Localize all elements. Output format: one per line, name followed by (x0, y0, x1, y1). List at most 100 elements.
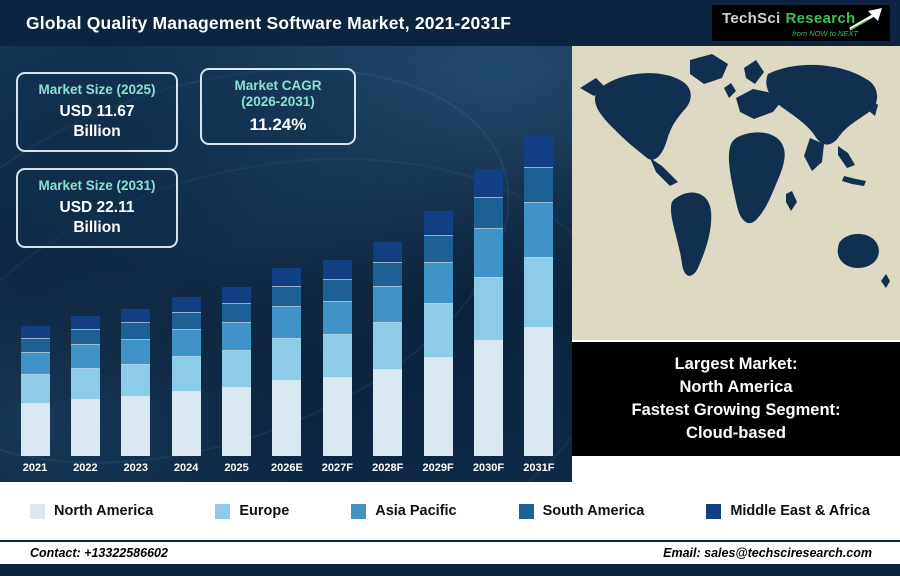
legend-label: Asia Pacific (375, 503, 457, 519)
bar-stack (20, 325, 50, 456)
continents (580, 54, 890, 288)
segment-asia-pacific (322, 301, 352, 335)
bar-stack (423, 211, 453, 456)
segment-south-america (20, 338, 50, 354)
segment-north-america (322, 377, 352, 456)
legend-swatch (518, 503, 534, 519)
legend: North America Europe Asia Pacific South Ame… (0, 482, 900, 540)
contact-strip: Contact: +13322586602 Email: sales@techs… (0, 542, 900, 564)
legend-swatch (215, 503, 231, 519)
legend-label: South America (542, 503, 645, 519)
x-axis-label: 2027F (321, 462, 353, 474)
bar-stack (222, 287, 252, 456)
legend-swatch (706, 503, 722, 519)
segment-europe (121, 364, 151, 397)
segment-north-america (70, 399, 100, 456)
segment-middle-east-africa (272, 267, 302, 287)
segment-middle-east-africa (222, 287, 252, 305)
continent-south-america (671, 192, 712, 276)
bar-stack (524, 136, 554, 456)
x-axis-label: 2029F (422, 462, 454, 474)
continent-asia (766, 64, 878, 145)
logo-brand: TechSci Research (722, 10, 882, 27)
segment-europe (171, 357, 201, 393)
united-kingdom (724, 83, 736, 98)
segment-north-america (222, 388, 252, 456)
legend-swatch (30, 503, 45, 519)
segment-asia-pacific (70, 345, 100, 370)
segment-middle-east-africa (524, 136, 554, 169)
segment-asia-pacific (222, 322, 252, 352)
card-value-amount: USD 11.67 (59, 103, 135, 121)
segment-middle-east-africa (423, 211, 453, 236)
segment-europe (20, 375, 50, 404)
world-map (572, 46, 900, 340)
bar-stack (272, 267, 302, 456)
segment-south-america (70, 329, 100, 346)
segment-asia-pacific (423, 262, 453, 305)
x-axis-label: 2023 (123, 462, 149, 474)
bar-2021: 2021 (18, 325, 52, 474)
continent-africa (728, 132, 785, 224)
right-panel: Largest Market: North America Fastest Gr… (572, 46, 900, 482)
legend-item-asia-pacific: Asia Pacific (351, 503, 457, 519)
x-axis-label: 2028F (372, 462, 404, 474)
bar-stack (70, 315, 100, 456)
segment-south-america (474, 197, 504, 230)
legend-item-north-america: North America (30, 503, 153, 519)
segment-asia-pacific (171, 330, 201, 358)
card-title-line1: Market CAGR (234, 78, 322, 93)
bar-stack (373, 241, 403, 456)
segment-europe (70, 369, 100, 400)
new-zealand (881, 274, 890, 288)
bar-stack (474, 169, 504, 456)
segment-north-america (373, 370, 403, 456)
segment-europe (222, 351, 252, 389)
card-value-unit: Billion (73, 219, 121, 237)
segment-europe (373, 323, 403, 371)
segment-middle-east-africa (474, 169, 504, 198)
central-america (650, 158, 678, 186)
market-cagr-card: Market CAGR (2026-2031) 11.24% (200, 68, 356, 146)
world-map-graphic (572, 46, 900, 340)
x-axis-label: 2022 (73, 462, 98, 474)
bar-2026E: 2026E (270, 267, 304, 474)
card-value-amount: USD 22.11 (59, 199, 135, 217)
card-value: USD 11.67 Billion (28, 102, 166, 142)
segment-south-america (373, 263, 403, 287)
market-size-2031-card: Market Size (2031) USD 22.11 Billion (16, 168, 178, 249)
segment-asia-pacific (20, 353, 50, 376)
bar-2024: 2024 (169, 296, 203, 474)
segment-middle-east-africa (121, 308, 151, 324)
stacked-bar-chart: 2021 2022 2023 2024 2025 2026E 2027F 2028F 2029F… (12, 114, 562, 474)
bar-2031F: 2031F (522, 136, 556, 474)
segment-middle-east-africa (70, 315, 100, 330)
bar-2023: 2023 (119, 308, 153, 474)
bar-stack (121, 308, 151, 456)
southeast-asia (838, 146, 855, 168)
market-note: Largest Market: North America Fastest Gr… (572, 342, 900, 456)
segment-north-america (20, 403, 50, 456)
segment-south-america (423, 235, 453, 263)
logo-brand-tech: TechSci (722, 9, 781, 27)
segment-north-america (121, 396, 151, 456)
market-note-line1: Largest Market: (674, 354, 798, 373)
market-note-line4: Cloud-based (686, 424, 786, 443)
legend-item-middle-east-africa: Middle East & Africa (706, 503, 870, 519)
legend-label: Middle East & Africa (730, 503, 870, 519)
bar-stack (322, 260, 352, 456)
continent-europe (736, 89, 781, 119)
segment-middle-east-africa (322, 260, 352, 280)
segment-asia-pacific (373, 286, 403, 324)
header: Global Quality Management Software Marke… (0, 0, 900, 46)
segment-middle-east-africa (373, 241, 403, 264)
bar-2027F: 2027F (320, 260, 354, 474)
segment-north-america (524, 328, 554, 456)
greenland (690, 54, 728, 84)
bar-2022: 2022 (68, 315, 102, 474)
segment-north-america (272, 380, 302, 456)
legend-item-south-america: South America (518, 503, 645, 519)
page-title: Global Quality Management Software Marke… (26, 12, 512, 33)
market-note-line2: North America (679, 377, 793, 396)
